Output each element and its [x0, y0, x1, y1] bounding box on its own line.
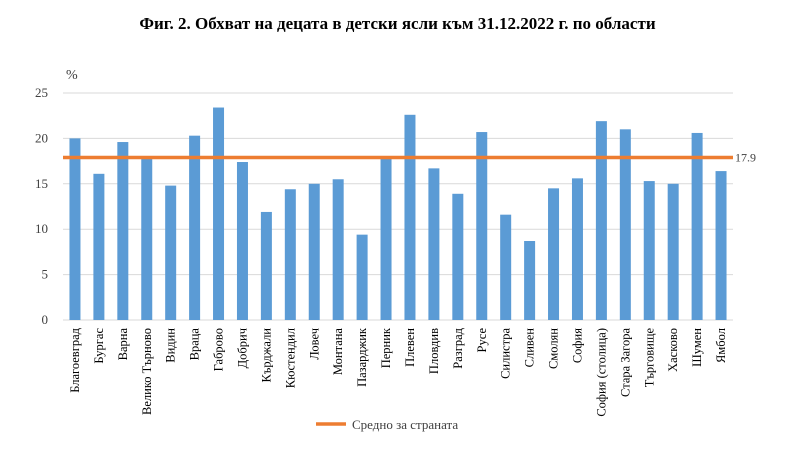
bar: [500, 214, 512, 320]
x-tick-label: Благоевград: [68, 327, 82, 392]
bar: [332, 179, 344, 320]
bar: [189, 135, 201, 320]
x-tick-label: Шумен: [690, 328, 704, 367]
x-tick-label: Русе: [475, 328, 489, 353]
chart-title: Фиг. 2. Обхват на децата в детски ясли к…: [139, 14, 656, 33]
bar: [548, 188, 560, 320]
x-tick-label: Ловеч: [307, 328, 321, 360]
bar: [260, 211, 272, 320]
average-value-label: 17.9: [735, 150, 756, 164]
x-tick-label: Видин: [164, 328, 178, 363]
x-tick-label: София: [570, 328, 584, 363]
bar: [117, 142, 129, 320]
bar: [284, 189, 296, 320]
x-tick-label: Добрич: [235, 328, 249, 368]
y-tick-label: 10: [35, 221, 48, 236]
x-tick-label: Търговище: [642, 328, 656, 388]
y-unit-label: %: [66, 68, 78, 83]
bar: [452, 193, 464, 320]
x-tick-label: Пазарджик: [355, 327, 369, 387]
bar: [404, 114, 416, 321]
bar: [691, 132, 703, 320]
x-tick-label: Стара Загора: [618, 328, 632, 397]
bar: [69, 138, 81, 320]
bar: [93, 173, 105, 320]
x-tick-label: Варна: [116, 328, 130, 361]
bar: [428, 168, 440, 320]
y-tick-label: 20: [35, 130, 48, 145]
bar: [595, 121, 607, 320]
x-tick-label: Бургас: [92, 328, 106, 364]
x-tick-label: Разград: [451, 327, 465, 368]
bar: [667, 183, 679, 320]
bar: [619, 129, 631, 320]
x-tick-label: София (столица): [594, 328, 608, 417]
x-tick-label: Враца: [188, 328, 202, 361]
bar: [356, 234, 368, 320]
bar: [308, 183, 320, 320]
bar: [476, 132, 488, 320]
y-tick-label: 5: [42, 267, 49, 282]
y-tick-label: 25: [35, 85, 48, 100]
x-tick-label: Силистра: [499, 328, 513, 379]
x-tick-label: Габрово: [212, 328, 226, 371]
x-tick-label: Сливен: [523, 328, 537, 368]
x-tick-label: Ямбол: [714, 328, 728, 363]
x-tick-label: Велико Търново: [140, 328, 154, 415]
x-tick-label: Кюстендил: [283, 328, 297, 388]
bar: [524, 241, 536, 320]
bar: [165, 185, 177, 320]
x-tick-label: Кърджали: [259, 328, 273, 383]
y-tick-label: 15: [35, 176, 48, 191]
x-tick-label: Монтана: [331, 328, 345, 376]
bar: [213, 107, 225, 320]
legend-label-average: Средно за страната: [352, 417, 458, 432]
y-tick-label: 0: [42, 312, 49, 327]
bar: [643, 181, 655, 320]
bar: [236, 162, 248, 320]
bar: [715, 171, 727, 320]
bar: [571, 178, 583, 320]
x-tick-label: Смолян: [547, 328, 561, 369]
bar: [380, 158, 392, 320]
x-tick-label: Хасково: [666, 328, 680, 372]
x-tick-label: Плевен: [403, 328, 417, 367]
x-tick-label: Перник: [379, 327, 393, 368]
bar: [141, 158, 153, 320]
x-tick-label: Пловдив: [427, 328, 441, 374]
